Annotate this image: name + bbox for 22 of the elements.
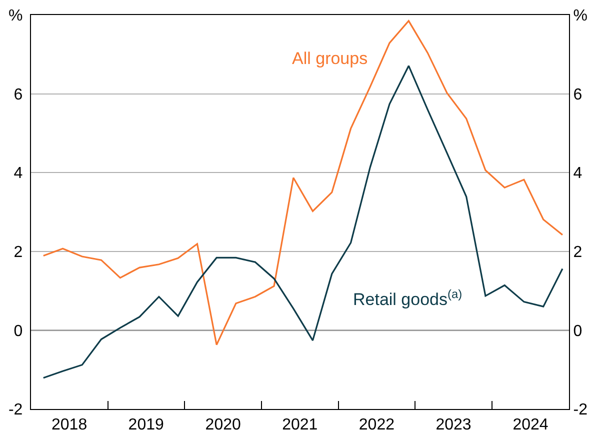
y-tick-label: -2 bbox=[8, 402, 23, 419]
x-tick-label: 2020 bbox=[205, 416, 241, 434]
x-tick-label: 2019 bbox=[128, 416, 164, 434]
y2-tick-label: 6 bbox=[573, 86, 582, 104]
y-tick-label: 2 bbox=[14, 244, 23, 261]
y2-tick-label: % bbox=[573, 8, 588, 25]
x-tick-label: 2021 bbox=[282, 416, 318, 434]
x-tick-label: 2022 bbox=[358, 416, 395, 434]
y-tick-label: 0 bbox=[14, 322, 23, 340]
x-tick-label: 2018 bbox=[51, 416, 88, 434]
x-tick-label: 2024 bbox=[512, 416, 548, 434]
y-tick-label: 6 bbox=[14, 86, 23, 104]
y2-tick-label: 2 bbox=[573, 244, 582, 261]
y2-tick-label: -2 bbox=[573, 402, 588, 419]
x-tick-label: 2023 bbox=[436, 416, 472, 434]
y2-tick-label: 4 bbox=[573, 165, 582, 182]
y-tick-label: 4 bbox=[14, 165, 23, 182]
series-label: Retail goods$^{(a)}$ bbox=[353, 287, 462, 310]
y2-tick-label: 0 bbox=[573, 322, 582, 340]
line-series bbox=[42, 20, 564, 346]
y-tick-label: % bbox=[8, 8, 23, 25]
series-label: All groups bbox=[292, 49, 368, 68]
